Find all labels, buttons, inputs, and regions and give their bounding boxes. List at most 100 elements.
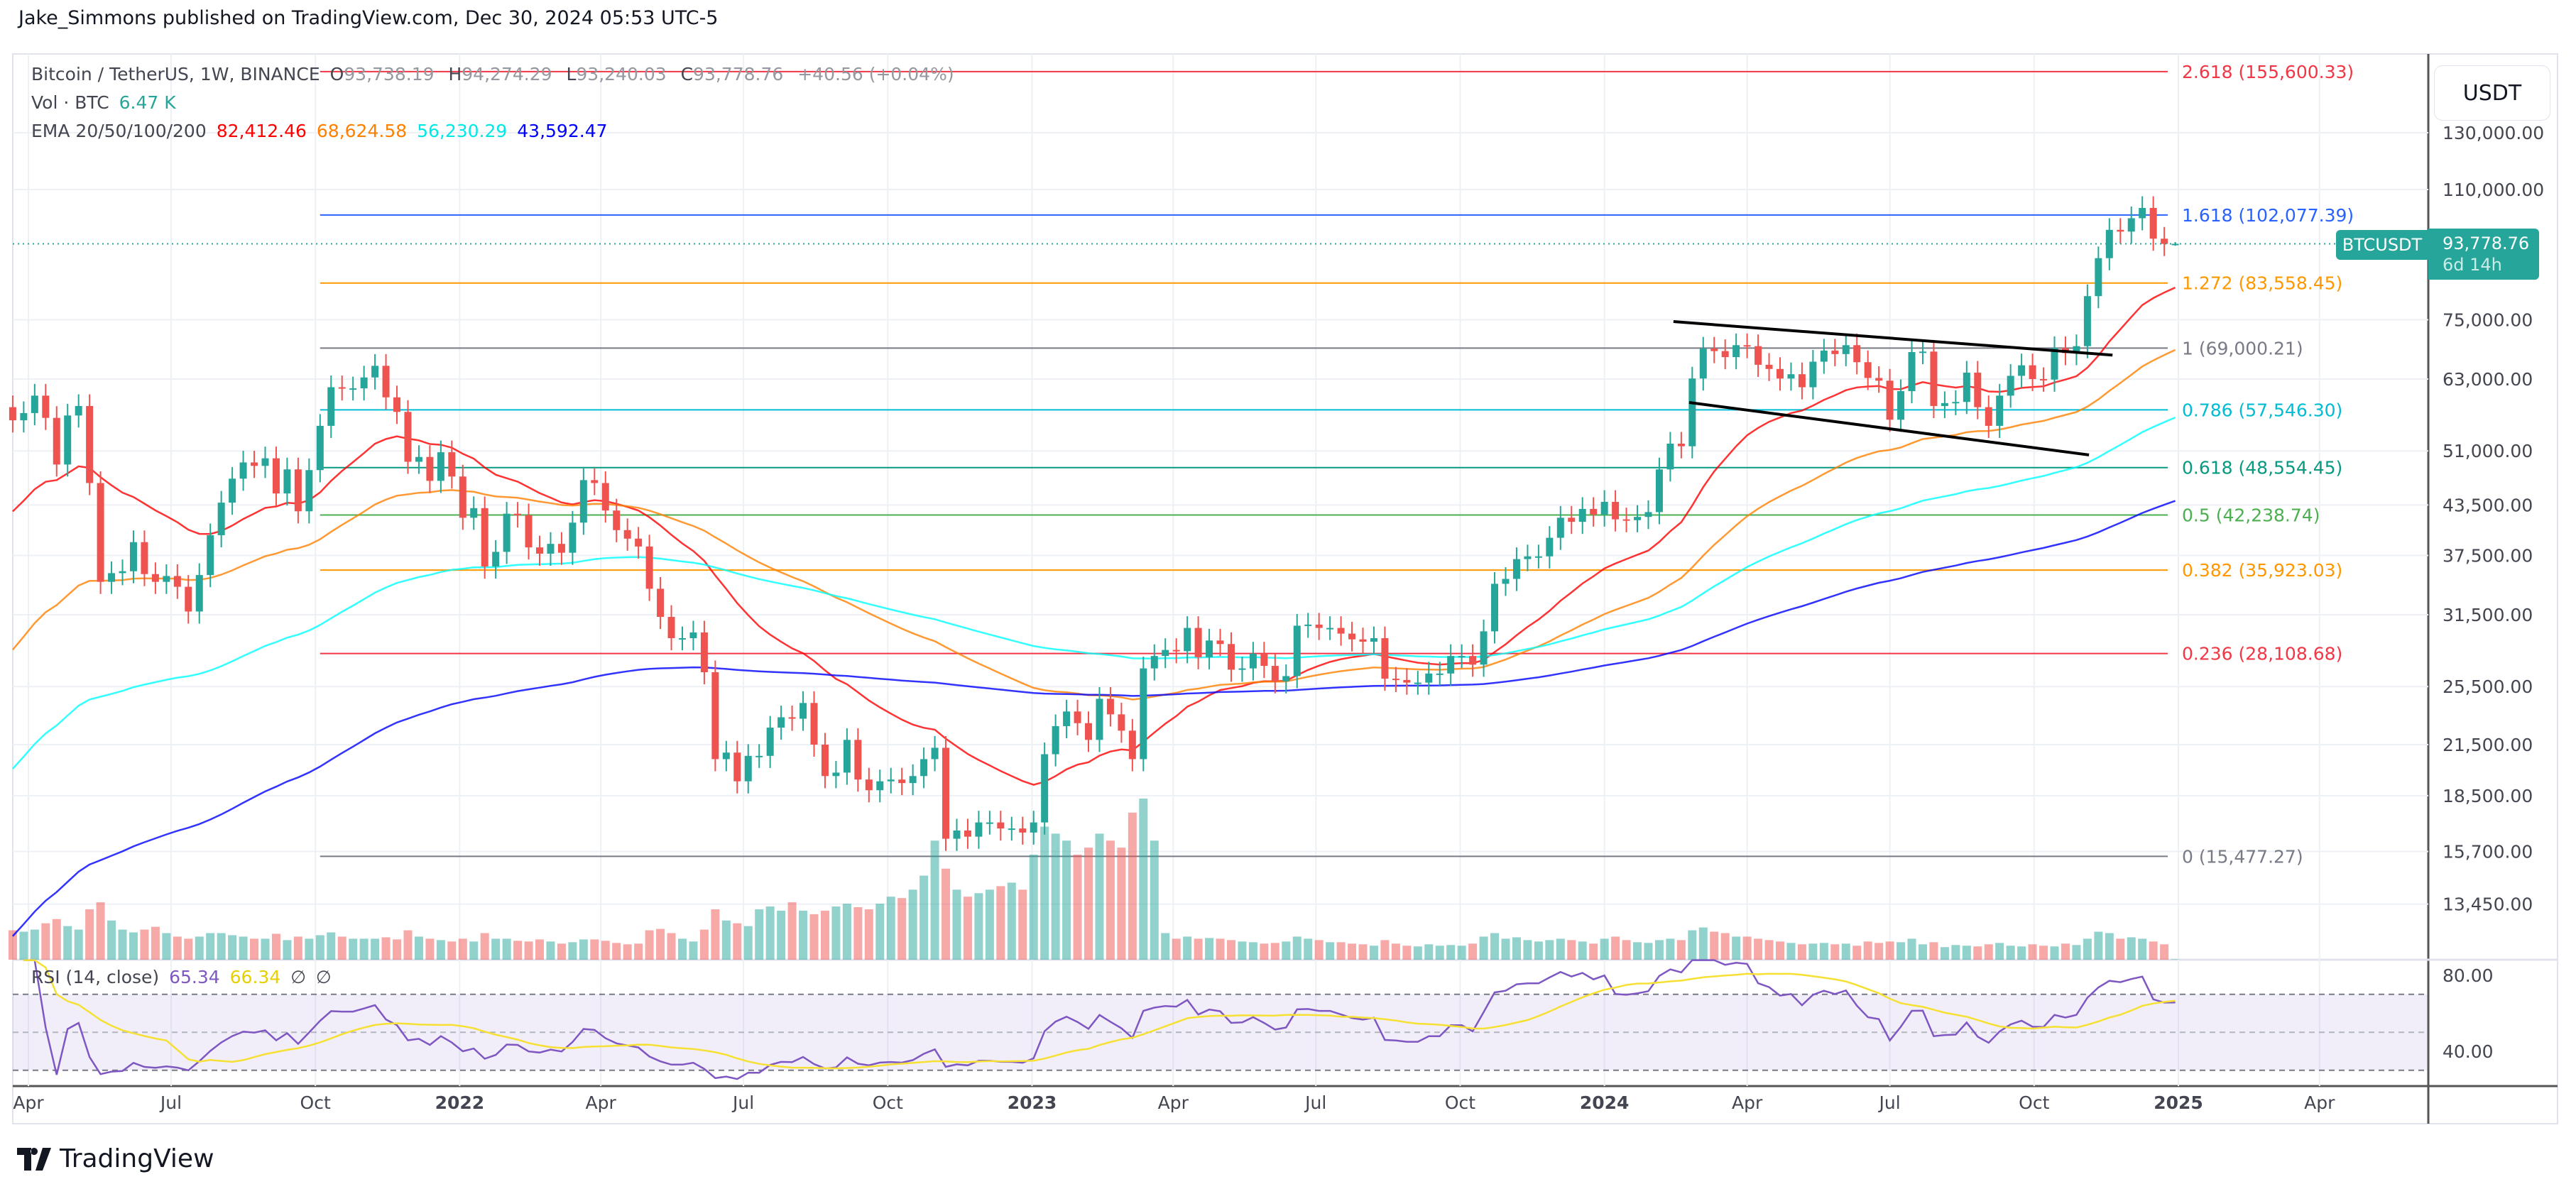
volume-bar xyxy=(1270,943,1279,960)
trend-lines[interactable] xyxy=(1673,320,2113,456)
volume-bar xyxy=(942,868,951,960)
volume-bar xyxy=(1852,946,1862,960)
symbol-name[interactable]: Bitcoin / TetherUS, 1W, BINANCE xyxy=(31,64,320,84)
rsi-label[interactable]: RSI (14, close) xyxy=(31,967,160,987)
candle-body xyxy=(1480,631,1488,665)
volume-bar xyxy=(1688,930,1697,960)
candle-body xyxy=(547,544,555,554)
candle-body xyxy=(64,415,72,465)
volume-bar xyxy=(1666,938,1675,960)
candle-body xyxy=(1348,633,1356,640)
candle-body xyxy=(964,830,971,837)
candle-body xyxy=(722,752,730,760)
candle-body xyxy=(470,508,478,518)
open-label: O xyxy=(329,64,344,84)
volume-bar xyxy=(1172,938,1181,960)
candle-body xyxy=(1590,508,1598,515)
ema-lines xyxy=(11,286,2176,937)
volume-bar xyxy=(1896,942,1906,960)
candle-body xyxy=(601,483,609,511)
price-tick-label: 51,000.00 xyxy=(2443,441,2533,461)
time-tick-label: Apr xyxy=(1732,1092,1763,1113)
time-axis[interactable]: Apr Jul Oct 2022 Apr Jul Oct 2023 Apr Jul Oct 2024 A… xyxy=(13,1092,2335,1113)
volume-bar xyxy=(1040,826,1049,960)
candle-body xyxy=(1524,556,1532,559)
candle-body xyxy=(623,530,631,539)
rsi-ma-value: 66.34 xyxy=(229,967,281,987)
volume-bar xyxy=(327,932,336,960)
volume-bar xyxy=(2094,931,2103,960)
candle-body xyxy=(1743,345,1751,347)
candle-body xyxy=(448,452,456,477)
candle-body xyxy=(1688,378,1696,446)
tradingview-logo[interactable]: TradingView xyxy=(17,1144,214,1173)
candle-body xyxy=(1238,668,1246,670)
fib-level-label: 0.382 (35,923.03) xyxy=(2182,560,2342,581)
candle-body xyxy=(1458,656,1466,658)
candle-body xyxy=(141,542,148,574)
volume-bar xyxy=(74,929,83,960)
candle-body xyxy=(569,522,577,553)
volume-bar xyxy=(1885,941,1894,960)
candle-body xyxy=(86,405,94,483)
volume-bar xyxy=(985,889,994,960)
volume-bar xyxy=(513,941,523,960)
rsi-legend: RSI (14, close) 65.34 66.34 ∅ ∅ xyxy=(31,967,336,987)
candle-body xyxy=(810,703,818,745)
volume-bar xyxy=(1764,940,1774,960)
candle-body xyxy=(1085,723,1093,740)
candle-body xyxy=(1019,828,1027,833)
volume-bar xyxy=(656,928,665,960)
volume-bar xyxy=(777,910,786,960)
volume-bar xyxy=(1139,799,1148,960)
candle-body xyxy=(1853,345,1861,363)
volume-bar xyxy=(2006,946,2015,960)
candle-body xyxy=(1677,443,1685,446)
price-tick-label: 37,500.00 xyxy=(2443,545,2533,566)
candle-body xyxy=(1831,350,1839,354)
ema-label[interactable]: EMA 20/50/100/200 xyxy=(31,121,207,141)
volume-bar xyxy=(1391,943,1400,960)
candle-body xyxy=(1140,668,1147,760)
volume-bar xyxy=(919,875,929,960)
candle-body xyxy=(1930,351,1938,406)
rsi-value: 65.34 xyxy=(169,967,220,987)
volume-bar xyxy=(1216,938,1225,960)
rsi-pane: 80.00 40.00 xyxy=(13,959,2494,1080)
volume-bar xyxy=(1238,941,1247,960)
volume-bar xyxy=(359,938,369,960)
currency-button[interactable]: USDT xyxy=(2434,65,2550,121)
volume-bar xyxy=(52,919,61,960)
candle-body xyxy=(1063,711,1071,726)
volume-bar xyxy=(886,897,895,960)
candle-body xyxy=(1282,676,1290,681)
candle-body xyxy=(613,510,621,530)
volume-bar xyxy=(677,938,687,960)
volume-bar xyxy=(2050,946,2059,960)
candle-body xyxy=(744,755,752,782)
volume-bar xyxy=(1732,936,1741,960)
volume-bar xyxy=(151,926,160,960)
candle-body xyxy=(1106,698,1114,715)
candle-body xyxy=(1612,502,1620,520)
volume-bar xyxy=(1676,940,1686,960)
low-value: 93,240.03 xyxy=(576,64,667,84)
volume-bar xyxy=(1282,941,1291,960)
volume-bar xyxy=(63,926,72,960)
candle-body xyxy=(1886,380,1894,420)
price-axis[interactable]: 130,000.00 110,000.00 75,000.00 63,000.00 51… xyxy=(2443,123,2544,915)
candle-body xyxy=(514,513,522,515)
candle-body xyxy=(327,387,335,426)
volume-bar xyxy=(162,933,171,960)
volume-bar xyxy=(1084,848,1093,960)
volume-label[interactable]: Vol · BTC xyxy=(31,92,109,113)
volume-bar xyxy=(1786,943,1796,960)
price-tick-label: 13,450.00 xyxy=(2443,894,2533,915)
volume-bar xyxy=(524,941,533,960)
time-tick-label: Oct xyxy=(2019,1092,2049,1113)
volume-bar xyxy=(1797,944,1806,960)
volume-bar xyxy=(1304,938,1313,960)
volume-bar xyxy=(1490,933,1500,960)
price-tick-label: 43,500.00 xyxy=(2443,495,2533,515)
